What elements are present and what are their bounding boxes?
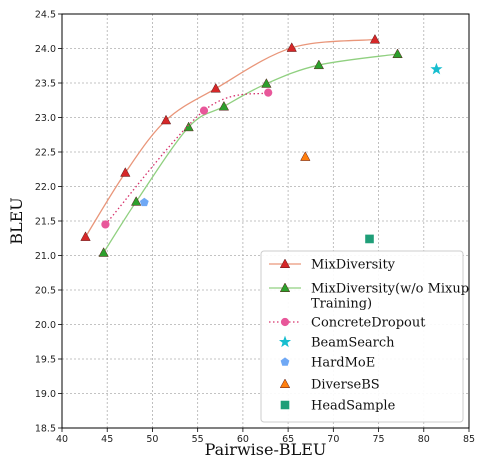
legend-label: HeadSample: [311, 399, 396, 414]
x-tick-label: 45: [101, 434, 113, 445]
legend: MixDiversity MixDiversity(w/o MixupTraini…: [260, 250, 469, 423]
data-point-triangle: [286, 42, 297, 52]
x-tick-label: 50: [146, 434, 158, 445]
legend-label: MixDiversity(w/o Mixup: [311, 282, 469, 297]
data-point-triangle: [300, 151, 311, 161]
x-tick-label: 80: [418, 434, 430, 445]
series-diversebs: [300, 151, 311, 161]
data-point-triangle: [98, 247, 109, 257]
legend-marker-pentagon: [280, 357, 290, 366]
y-tick-label: 22.5: [35, 148, 56, 159]
series-mixdiversity-w-o-mixup-training: [98, 48, 403, 257]
data-point-triangle: [130, 196, 142, 206]
legend-label: BeamSearch: [311, 336, 395, 351]
data-point-triangle: [392, 48, 403, 59]
legend-label: DiverseBS: [311, 378, 380, 393]
x-tick-label: 40: [56, 434, 68, 445]
legend-box: [260, 250, 464, 423]
legend-marker-square: [280, 400, 290, 410]
series-line: [84, 38, 376, 238]
y-tick-label: 21.0: [35, 251, 56, 262]
data-point-triangle: [210, 82, 221, 93]
legend-entry: HardMoE: [280, 356, 375, 371]
y-tick-label: 20.5: [35, 286, 56, 297]
legend-label: Training): [311, 297, 372, 312]
y-tick-label: 23.5: [35, 79, 56, 90]
data-point-circle: [199, 106, 209, 115]
data-point-triangle: [313, 59, 325, 70]
data-point-triangle: [120, 167, 131, 177]
series-line: [103, 53, 398, 254]
data-point-triangle: [218, 100, 230, 111]
y-tick-label: 24.0: [35, 44, 56, 55]
legend-marker-star: [278, 335, 292, 348]
x-tick-label: 85: [463, 434, 475, 445]
legend-marker-triangle: [279, 282, 291, 292]
legend-label: HardMoE: [311, 356, 375, 371]
y-tick-label: 20.0: [35, 320, 56, 331]
series-headsample: [365, 234, 374, 244]
data-point-circle: [264, 88, 273, 97]
y-tick-label: 18.5: [35, 424, 56, 435]
axes: 40 45 50 55 60 65 70 75 80 85 18.5 19.0 19.5 20.0 20.5…: [35, 10, 475, 446]
data-point-pentagon: [139, 197, 149, 207]
series-hardmoe: [139, 197, 149, 207]
x-tick-label: 70: [327, 434, 339, 445]
data-series: [80, 34, 443, 257]
x-axis-title: Pairwise-BLEU: [205, 440, 327, 459]
y-tick-label: 21.5: [35, 217, 56, 228]
series-line: [104, 92, 269, 225]
series-beamsearch: [430, 62, 443, 75]
x-tick-label: 65: [282, 434, 294, 445]
legend-entry: ConcreteDropout: [269, 316, 426, 331]
legend-entry: MixDiversity: [269, 258, 396, 273]
legend-entry: HeadSample: [280, 399, 396, 414]
data-point-triangle: [160, 114, 172, 125]
y-tick-label: 24.5: [35, 10, 56, 21]
legend-marker-circle: [280, 317, 290, 327]
series-concretedropout: [101, 88, 273, 229]
y-axis-title: BLEU: [7, 197, 26, 245]
data-point-square: [365, 234, 374, 244]
legend-entry: BeamSearch: [278, 335, 395, 351]
x-tick-label: 75: [373, 434, 385, 445]
series-mixdiversity: [80, 34, 381, 241]
data-point-triangle: [261, 78, 272, 88]
data-point-triangle: [183, 121, 194, 132]
x-tick-label: 60: [237, 434, 249, 445]
legend-label: MixDiversity: [311, 258, 396, 273]
y-tick-label: 22.0: [35, 182, 56, 193]
data-point-triangle: [80, 231, 91, 241]
data-point-circle: [101, 220, 110, 229]
legend-marker-triangle: [279, 258, 291, 268]
y-tick-label: 23.0: [35, 113, 56, 124]
x-tick-label: 55: [192, 434, 204, 445]
data-point-triangle: [369, 34, 381, 44]
legend-entry: DiverseBS: [279, 378, 380, 393]
y-tick-label: 19.0: [35, 389, 56, 400]
legend-marker-triangle: [279, 378, 291, 388]
y-tick-label: 19.5: [35, 355, 56, 366]
legend-label: ConcreteDropout: [311, 316, 426, 331]
data-point-star: [430, 62, 443, 75]
